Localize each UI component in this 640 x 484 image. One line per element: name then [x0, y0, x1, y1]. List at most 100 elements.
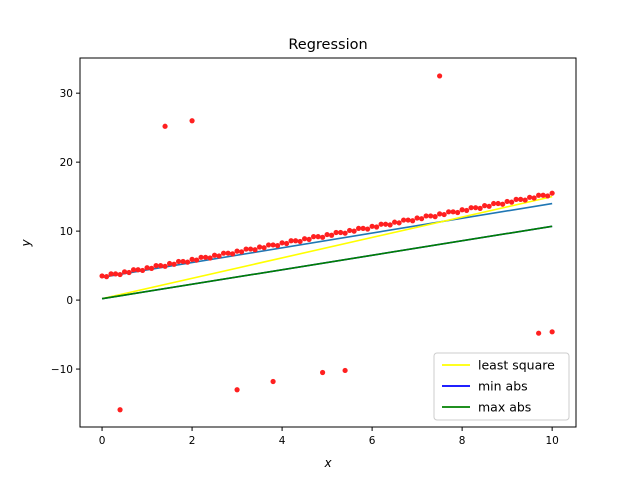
line-true-line [101, 202, 553, 279]
outlier-point [270, 378, 276, 385]
data-point [446, 209, 452, 215]
data-point [383, 221, 389, 227]
data-point [256, 244, 263, 250]
data-point [405, 217, 411, 223]
data-point [319, 234, 326, 240]
data-point [279, 240, 285, 246]
x-tick-label: 6 [369, 435, 376, 447]
data-point [247, 246, 254, 252]
data-point [549, 190, 555, 196]
outlier-point [342, 367, 348, 374]
data-point [310, 234, 317, 240]
data-point [144, 265, 150, 271]
data-point [536, 192, 542, 198]
data-point [513, 196, 519, 202]
data-point [356, 225, 362, 231]
outlier-point [437, 73, 443, 79]
data-point [171, 261, 177, 267]
data-point [482, 203, 488, 209]
data-point [342, 230, 348, 236]
data-point [243, 246, 249, 252]
data-point [324, 231, 330, 238]
data-point [351, 228, 357, 234]
data-point [99, 273, 105, 279]
data-point [518, 196, 524, 202]
data-point [126, 269, 132, 276]
data-point [121, 269, 128, 275]
data-point [365, 226, 371, 232]
data-point [414, 215, 420, 221]
chart-title: Regression [288, 37, 367, 53]
data-point [175, 258, 182, 265]
line-max-abs [101, 225, 553, 300]
data-point [374, 224, 380, 230]
x-axis-label: x [323, 456, 332, 470]
outlier-point [234, 387, 240, 393]
data-point [153, 263, 159, 269]
data-point [225, 250, 231, 256]
legend-label: min abs [478, 379, 528, 394]
data-point [315, 234, 321, 240]
plot-area [99, 73, 555, 413]
data-point [211, 252, 218, 258]
y-tick-label: 0 [66, 295, 73, 307]
data-point [139, 267, 146, 274]
data-point [108, 271, 114, 277]
data-point [202, 254, 209, 260]
data-point [180, 258, 186, 265]
data-point [450, 209, 456, 215]
data-point [130, 267, 137, 273]
data-point [162, 263, 168, 269]
data-point [396, 220, 402, 226]
axes-frame [79, 57, 577, 428]
data-point [193, 257, 200, 263]
outlier-point [319, 369, 326, 376]
data-point [117, 271, 123, 278]
data-point [229, 251, 236, 257]
data-point [238, 249, 245, 255]
y-tick-label: 20 [60, 157, 73, 169]
data-point [292, 238, 299, 244]
legend-label: max abs [478, 400, 531, 415]
data-point [491, 200, 497, 207]
data-point [261, 245, 267, 251]
data-point [220, 250, 227, 256]
y-tick-label: −10 [51, 364, 73, 376]
data-point [473, 205, 479, 211]
data-point [166, 260, 173, 267]
data-point [369, 223, 375, 229]
data-point [410, 218, 416, 224]
data-point [270, 242, 276, 248]
y-tick-label: 10 [60, 226, 73, 238]
data-point [455, 209, 461, 216]
data-point [428, 213, 434, 219]
data-point [441, 211, 447, 218]
data-point [504, 198, 510, 205]
outlier-point [189, 118, 195, 124]
data-point [531, 195, 537, 201]
data-point [148, 265, 155, 271]
data-point [207, 255, 213, 261]
data-point [301, 236, 308, 242]
x-tick-label: 8 [459, 435, 466, 447]
x-tick-label: 2 [189, 435, 196, 447]
data-point [216, 253, 222, 259]
data-point [495, 200, 501, 207]
data-point [432, 214, 438, 220]
legend: least square min abs max abs [433, 352, 570, 421]
data-point [545, 193, 551, 199]
data-point [392, 219, 398, 225]
data-point [234, 248, 240, 254]
data-point [527, 194, 533, 200]
outlier-point [549, 329, 555, 335]
outlier-point [162, 123, 168, 129]
data-point [387, 222, 393, 228]
outlier-point [536, 330, 542, 336]
data-point [184, 259, 191, 265]
data-point [459, 207, 465, 213]
legend-box [433, 352, 570, 421]
data-point [347, 227, 353, 234]
data-point [338, 229, 344, 236]
data-point [297, 238, 303, 245]
